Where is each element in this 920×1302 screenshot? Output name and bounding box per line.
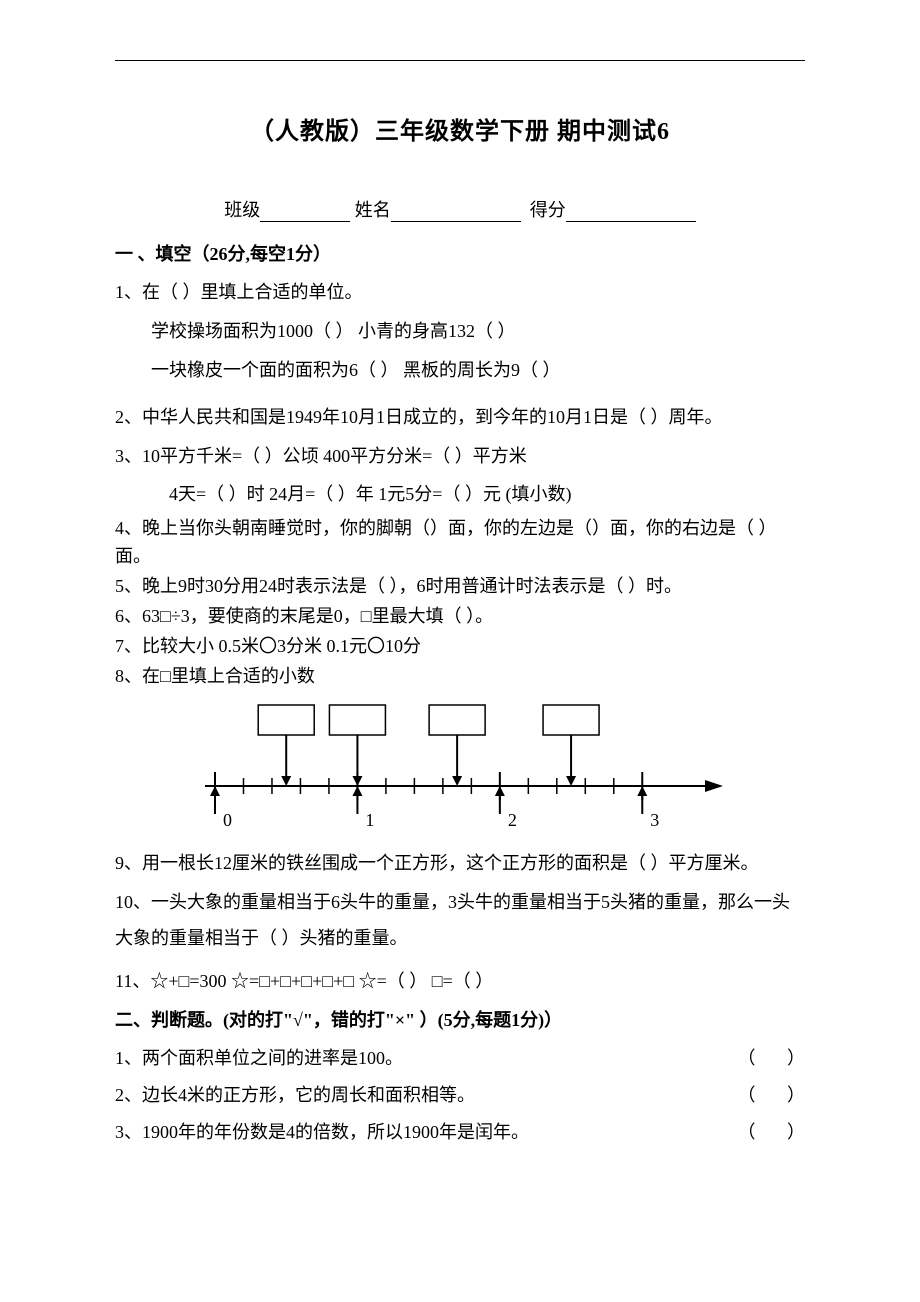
q5: 5、晚上9时30分用24时表示法是（ ），6时用普通计时法表示是（ ）时。 xyxy=(115,573,805,601)
q4: 4、晚上当你头朝南睡觉时，你的脚朝（）面，你的左边是（）面，你的右边是（ ）面。 xyxy=(115,515,805,571)
q10: 10、一头大象的重量相当于6头牛的重量，3头牛的重量相当于5头猪的重量，那么一头… xyxy=(115,884,805,958)
number-line-diagram: 0 1 2 3 xyxy=(195,701,735,831)
label-name: 姓名 xyxy=(355,200,391,220)
judge-q3: 3、1900年的年份数是4的倍数，所以1900年是闰年。 （ ） xyxy=(115,1114,805,1151)
blank-name xyxy=(391,204,521,222)
q1-line-a: 学校操场面积为1000（ ） 小青的身高132（ ） xyxy=(115,313,805,350)
label-class: 班级 xyxy=(224,200,260,220)
header-rule xyxy=(115,60,805,61)
number-line-svg: 0 1 2 3 xyxy=(195,701,735,831)
q6: 6、63□÷3，要使商的末尾是0，□里最大填（ ）。 xyxy=(115,603,805,631)
judge-q2: 2、边长4米的正方形，它的周长和面积相等。 （ ） xyxy=(115,1077,805,1114)
q1-line-b: 一块橡皮一个面的面积为6（ ） 黑板的周长为9（ ） xyxy=(115,352,805,389)
section2-header: 二、判断题。(对的打"√"，错的打"×" ）(5分,每题1分)） xyxy=(115,1006,805,1032)
page-title: （人教版）三年级数学下册 期中测试6 xyxy=(115,111,805,146)
svg-text:1: 1 xyxy=(365,810,374,830)
judge-q3-paren: （ ） xyxy=(685,1114,805,1151)
blank-score xyxy=(566,204,696,222)
blank-class xyxy=(260,204,350,222)
svg-text:0: 0 xyxy=(223,810,232,830)
label-score: 得分 xyxy=(530,200,566,220)
q7: 7、比较大小 0.5米〇3分米 0.1元〇10分 xyxy=(115,633,805,661)
judge-q1-text: 1、两个面积单位之间的进率是100。 xyxy=(115,1040,685,1077)
judge-q2-paren: （ ） xyxy=(685,1077,805,1114)
svg-text:2: 2 xyxy=(508,810,517,830)
q9: 9、用一根长12厘米的铁丝围成一个正方形，这个正方形的面积是（ ）平方厘米。 xyxy=(115,845,805,882)
q3-line-a: 3、10平方千米=（ ）公顷 400平方分米=（ ）平方米 xyxy=(115,438,805,475)
q11: 11、☆+□=300 ☆=□+□+□+□+□ ☆=（ ） □=（ ） xyxy=(115,963,805,1000)
judge-q3-text: 3、1900年的年份数是4的倍数，所以1900年是闰年。 xyxy=(115,1114,685,1151)
q8: 8、在□里填上合适的小数 xyxy=(115,663,805,691)
svg-text:3: 3 xyxy=(650,810,659,830)
q3-line-b: 4天=（ ）时 24月=（ ）年 1元5分=（ ）元 (填小数) xyxy=(115,476,805,513)
student-info-line: 班级 姓名 得分 xyxy=(115,196,805,222)
section1-header: 一 、填空（26分,每空1分） xyxy=(115,240,805,266)
q2: 2、中华人民共和国是1949年10月1日成立的，到今年的10月1日是（ ）周年。 xyxy=(115,399,805,436)
q1: 1、在（ ）里填上合适的单位。 xyxy=(115,274,805,311)
judge-q2-text: 2、边长4米的正方形，它的周长和面积相等。 xyxy=(115,1077,685,1114)
judge-q1-paren: （ ） xyxy=(685,1040,805,1077)
judge-q1: 1、两个面积单位之间的进率是100。 （ ） xyxy=(115,1040,805,1077)
